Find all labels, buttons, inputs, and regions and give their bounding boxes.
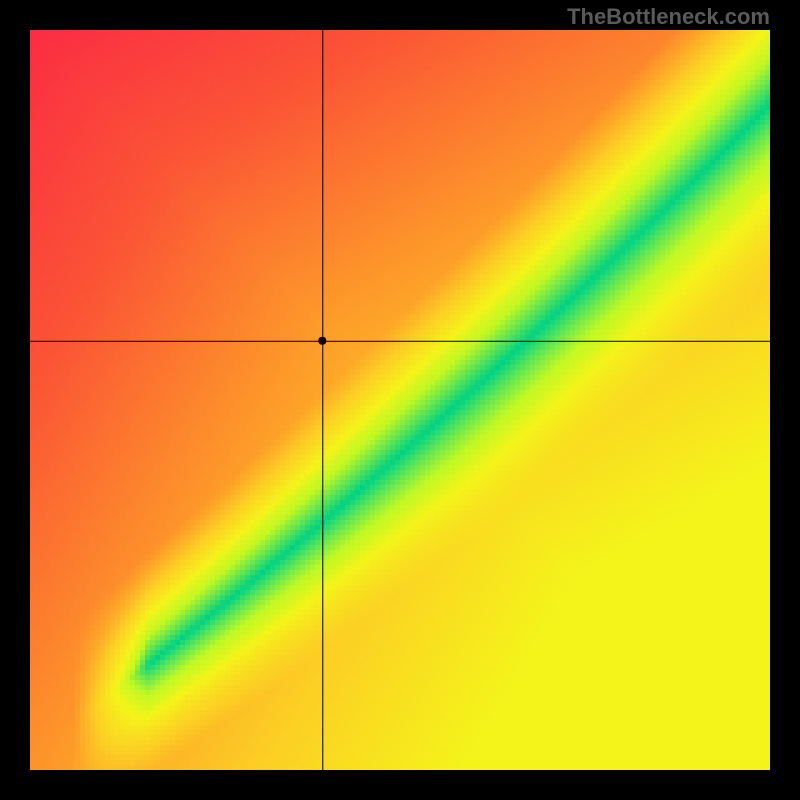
watermark-text: TheBottleneck.com [567,4,770,30]
figure-container: TheBottleneck.com [0,0,800,800]
plot-area [30,30,770,770]
bottleneck-heatmap [30,30,770,770]
